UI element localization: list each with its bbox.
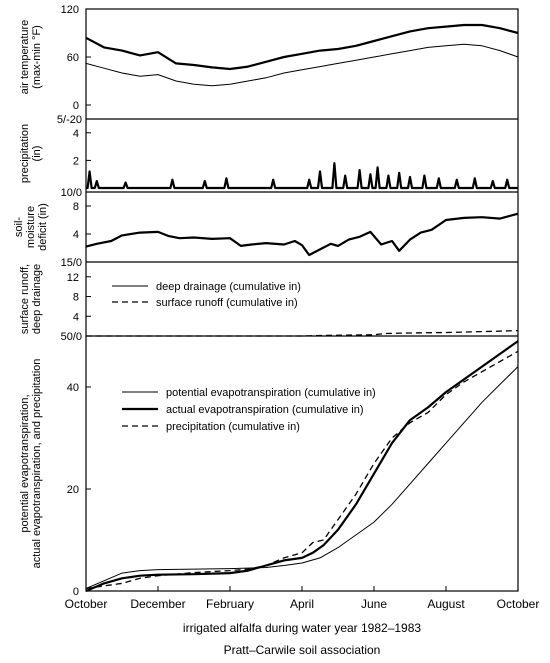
x-tick-label: December — [130, 597, 185, 611]
series-line-surface-runoff-deep-drainage-1 — [86, 329, 519, 337]
y-axis-label: potential evapotranspiration, — [19, 394, 31, 532]
x-tick-label: June — [361, 597, 387, 611]
panel-surface-runoff-deep-drainage: 12 8 4 15/0 surface runoff, deep drainage deep… — [19, 257, 519, 337]
x-tick-label: February — [206, 597, 254, 611]
series-line-evapotranspiration-precipitation-0 — [85, 366, 519, 589]
y-tick-label: 40 — [67, 382, 79, 394]
series-line-air-temperature-0 — [85, 23, 519, 71]
panel-precipitation: 4 2 5/-20 precipitation (in) — [19, 114, 518, 190]
x-tick-label: October — [65, 597, 108, 611]
x-tick-label: August — [427, 597, 465, 611]
y-axis-label: deep drainage — [31, 264, 43, 334]
series-line-precipitation-0 — [86, 162, 518, 190]
plot-frame — [85, 8, 519, 592]
figure-footer: Pratt–Carwile soil association — [224, 643, 381, 657]
panel-soil-moisture-deficit: 8 4 10/0 soil-moisture deficit (in) — [13, 187, 519, 257]
y-axis-label: (in) — [31, 146, 43, 162]
x-axis: October December February April June August Oc… — [65, 586, 540, 657]
legend-label: deep drainage (cumulative in) — [156, 281, 301, 293]
x-tick-label: April — [290, 597, 314, 611]
legend-label: precipitation (cumulative in) — [166, 421, 300, 433]
legend-label: actual evapotranspiration (cumulative in… — [166, 404, 364, 416]
y-tick-label: 2 — [73, 155, 79, 167]
panel-scale-label: 5/-20 — [57, 114, 82, 126]
y-axis-label: actual evapotranspiration, and precipita… — [31, 359, 43, 569]
y-axis-label: (max-min °F) — [31, 25, 43, 89]
y-tick-label: 20 — [67, 484, 79, 496]
y-axis-label: deficit (in) — [37, 203, 49, 251]
series-line-air-temperature-1 — [85, 43, 519, 87]
series-line-evapotranspiration-precipitation-2 — [85, 350, 519, 590]
y-axis-label: precipitation — [19, 124, 31, 183]
y-axis-label: moisture — [25, 206, 37, 248]
y-axis-label: air temperature — [19, 20, 31, 95]
y-tick-label: 0 — [73, 586, 79, 598]
y-tick-label: 0 — [73, 100, 79, 112]
y-tick-label: 4 — [73, 128, 79, 140]
panel-scale-label: 10/0 — [61, 187, 82, 199]
y-axis-label: soil- — [13, 217, 25, 238]
y-tick-label: 4 — [73, 311, 79, 323]
y-axis-label: surface runoff, — [19, 264, 31, 334]
x-tick-label: October — [497, 597, 540, 611]
y-tick-label: 12 — [67, 272, 79, 284]
x-axis-label: irrigated alfalfa during water year 1982… — [183, 621, 421, 635]
y-tick-label: 8 — [73, 292, 79, 304]
y-tick-label: 8 — [73, 201, 79, 213]
y-tick-label: 120 — [61, 4, 79, 16]
panel-scale-label: 50/0 — [61, 331, 82, 343]
panel-scale-label: 15/0 — [61, 257, 82, 269]
series-line-soil-moisture-deficit-0 — [85, 212, 519, 257]
panel-air-temperature: 120 60 0 air temperature (max-min °F) — [19, 4, 519, 112]
series-line-evapotranspiration-precipitation-1 — [85, 340, 519, 593]
y-tick-label: 4 — [73, 229, 79, 241]
legend-label: surface runoff (cumulative in) — [156, 297, 298, 309]
y-tick-label: 60 — [67, 52, 79, 64]
legend-label: potential evapotranspiration (cumulative… — [166, 387, 376, 399]
